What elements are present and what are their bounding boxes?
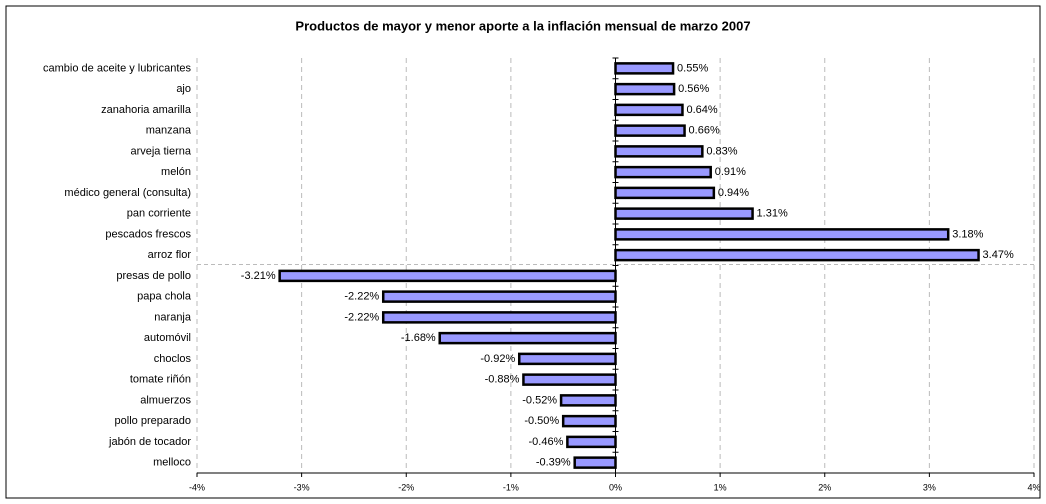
x-tick-label: -1% [503,482,519,492]
value-label: 0.91% [715,166,746,178]
bar [559,394,617,407]
bar [381,290,617,303]
chart-title: Productos de mayor y menor aporte a la i… [295,18,750,33]
bar [614,207,754,220]
bar [278,269,617,283]
bar [522,373,617,386]
value-label: -0.50% [524,415,559,427]
y-tick-label: tomate riñón [130,374,191,386]
y-tick-label: zanahoria amarilla [101,104,192,116]
value-label: -0.52% [522,394,557,406]
bar [438,331,617,345]
bar [614,228,950,241]
y-tick-label: ajo [176,83,191,95]
value-label: 0.55% [677,62,708,74]
x-tick-label: 1% [714,482,727,492]
bar [381,311,617,324]
y-tick-label: automóvil [144,332,191,344]
y-tick-label: pollo preparado [115,415,191,427]
bar [573,456,617,469]
bar [614,145,704,158]
y-tick-label: presas de pollo [116,270,191,282]
bar [614,103,684,117]
bar [566,435,617,449]
value-label: 0.56% [678,83,709,95]
value-label: -0.39% [536,457,571,469]
bar [614,62,675,75]
y-tick-label: melloco [153,457,191,469]
value-label: 0.83% [706,145,737,157]
value-label: 1.31% [757,208,788,220]
bar [614,186,716,200]
value-label: 3.47% [983,249,1014,261]
value-label: -1.68% [401,332,436,344]
value-label: -2.22% [344,311,379,323]
value-label: -3.21% [241,270,276,282]
bar [561,414,617,428]
y-tick-label: manzana [146,125,192,137]
y-tick-label: naranja [154,311,192,323]
value-label: -0.46% [529,436,564,448]
y-tick-label: arroz flor [148,249,192,261]
y-tick-label: papa chola [137,291,192,303]
y-tick-label: pescados frescos [105,228,191,240]
x-tick-label: -3% [294,482,310,492]
x-tick-label: -4% [189,482,205,492]
value-label: 3.18% [952,228,983,240]
value-label: -0.92% [480,353,515,365]
x-tick-label: 2% [818,482,831,492]
y-tick-label: médico general (consulta) [64,187,191,199]
bar [517,352,617,366]
y-tick-label: pan corriente [127,208,191,220]
y-tick-label: jabón de tocador [108,436,191,448]
x-tick-label: 4% [1027,482,1040,492]
value-label: -0.88% [485,374,520,386]
y-tick-label: almuerzos [140,394,191,406]
x-tick-label: -2% [398,482,414,492]
bar [614,124,686,137]
value-label: 0.94% [718,187,749,199]
bar [614,248,980,262]
x-tick-label: 3% [923,482,936,492]
y-tick-label: arveja tierna [130,145,191,157]
x-tick-label: 0% [609,482,622,492]
value-label: 0.66% [689,125,720,137]
y-tick-label: cambio de aceite y lubricantes [43,62,191,74]
bar [614,165,712,179]
y-tick-label: choclos [154,353,192,365]
y-tick-label: melón [161,166,191,178]
bar [614,82,676,96]
value-label: 0.64% [686,104,717,116]
value-label: -2.22% [344,291,379,303]
